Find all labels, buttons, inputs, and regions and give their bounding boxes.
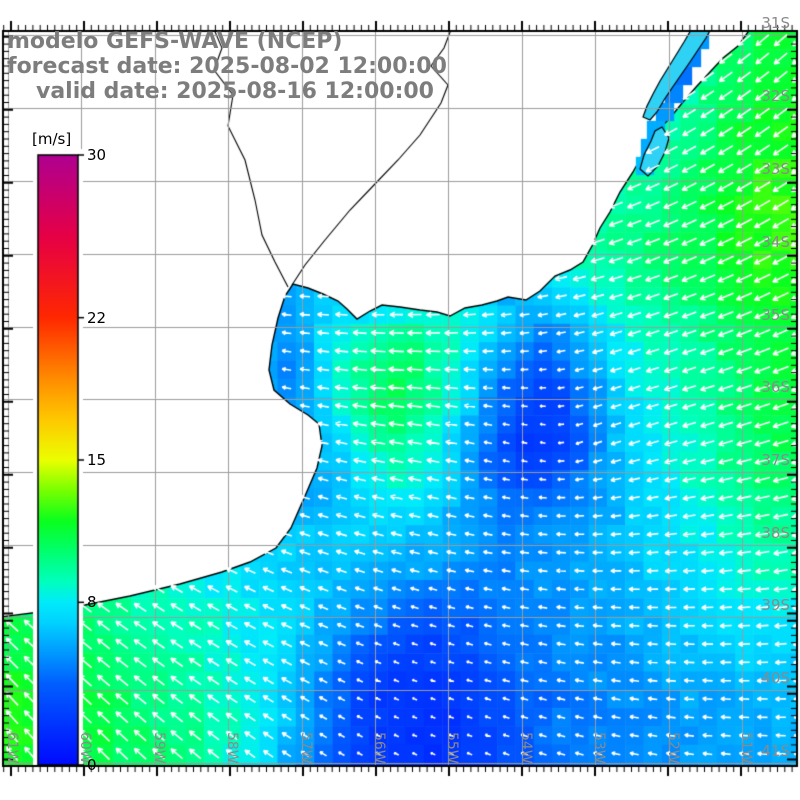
colorbar-tick-label: 22 <box>87 308 107 327</box>
latitude-label: 34S <box>761 233 790 251</box>
colorbar-tick-label: 15 <box>87 451 107 469</box>
longitude-label: 51W <box>738 732 754 764</box>
longitude-label: 56W <box>371 732 387 764</box>
longitude-label: 58W <box>224 732 240 764</box>
valid-date: valid date: 2025-08-16 12:00:00 <box>36 79 434 104</box>
longitude-label: 55W <box>444 732 460 764</box>
colorbar-tick-label: 0 <box>87 756 97 774</box>
longitude-label: 53W <box>591 732 607 764</box>
colorbar-tick-label: 30 <box>87 146 107 164</box>
latitude-label: 38S <box>761 524 790 542</box>
longitude-label: 57W <box>298 732 314 764</box>
forecast-date: forecast date: 2025-08-02 12:00:00 <box>7 54 447 79</box>
latitude-label: 33S <box>761 160 790 178</box>
longitude-label: 61W <box>4 732 20 764</box>
longitude-label: 59W <box>151 732 167 764</box>
latitude-label: 39S <box>761 596 790 614</box>
longitude-label: 54W <box>518 732 534 764</box>
latitude-label: 36S <box>761 378 790 396</box>
latitude-label: 31S <box>761 14 790 32</box>
colorbar-unit-label: [m/s] <box>32 130 72 148</box>
model-title: modelo GEFS-WAVE (NCEP) <box>7 29 343 54</box>
latitude-label: 40S <box>761 669 790 687</box>
longitude-label: 52W <box>665 732 681 764</box>
latitude-label: 41S <box>761 742 790 760</box>
colorbar-tick-label: 8 <box>87 593 97 612</box>
latitude-label: 32S <box>761 87 790 105</box>
latitude-label: 35S <box>761 306 790 324</box>
latitude-label: 37S <box>761 451 790 469</box>
